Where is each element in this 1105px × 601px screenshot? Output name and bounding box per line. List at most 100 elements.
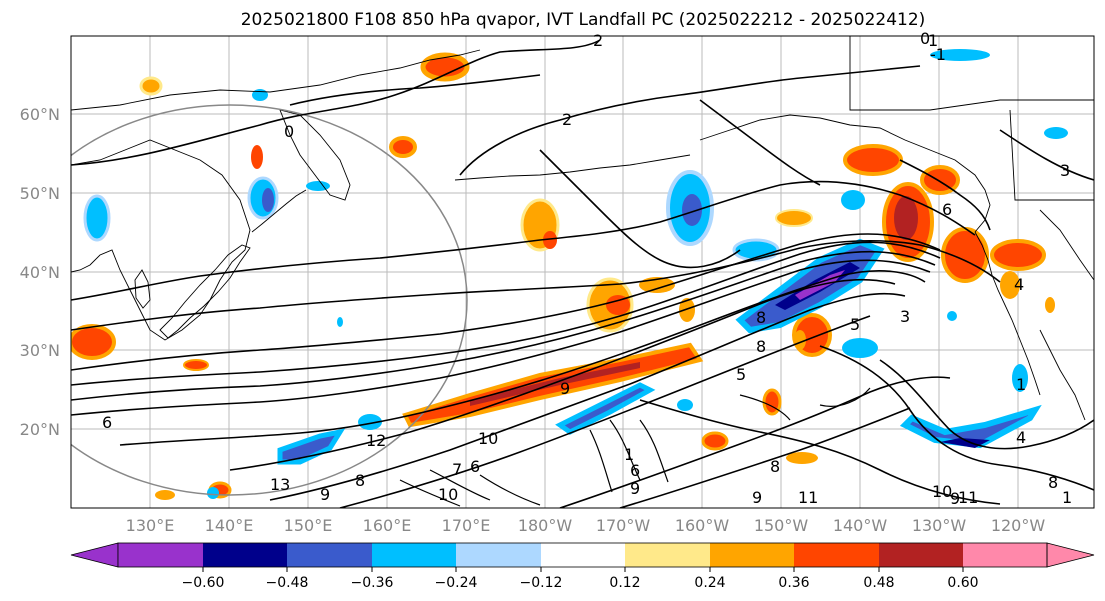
cool-anomaly xyxy=(1012,364,1028,392)
warm-anomaly xyxy=(679,298,695,322)
contour-label: 3 xyxy=(900,307,910,326)
lat-label: 60°N xyxy=(20,105,60,124)
warm-anomaly xyxy=(1045,297,1055,313)
lon-label: 160°E xyxy=(363,516,412,535)
warm-anomaly xyxy=(990,239,1046,271)
coastline-kamchatka xyxy=(279,109,351,201)
warm-anomaly xyxy=(894,196,918,240)
lon-label: 170°W xyxy=(596,516,651,535)
figure-title: 2025021800 F108 850 hPa qvapor, IVT Land… xyxy=(241,10,926,30)
map-panel: 0 1 2 2 3 4 6 6 8 8 9 10 10 12 13 9 8 1 … xyxy=(20,29,1095,535)
contour-label: 12 xyxy=(366,431,386,450)
colorbar-tick-label: 0.60 xyxy=(947,575,978,591)
cool-anomaly xyxy=(83,194,111,242)
lon-labels: 130°E 140°E 150°E 160°E 170°E 180°W 170°… xyxy=(126,516,1046,535)
warm-anomaly xyxy=(606,295,630,315)
colorbar-extend-left xyxy=(70,542,119,568)
lon-label: 170°E xyxy=(442,516,491,535)
contour-label: 1 xyxy=(928,31,938,50)
colorbar-tick-label: −0.24 xyxy=(435,575,478,591)
warm-anomaly xyxy=(701,431,729,451)
colorbar-frame xyxy=(117,542,1048,568)
contour-label: -1 xyxy=(930,45,946,64)
coastline-korea xyxy=(134,269,151,309)
contour-label: 9 xyxy=(560,379,570,398)
warm-anomaly xyxy=(71,324,116,360)
contour-label: 13 xyxy=(270,475,290,494)
cool-anomaly xyxy=(930,49,990,61)
contour-label: 9 xyxy=(752,488,762,507)
warm-anomaly xyxy=(420,52,470,82)
colorbar-bin xyxy=(118,543,203,567)
colorbar-tick-label: −0.36 xyxy=(351,575,394,591)
lon-label: 180°W xyxy=(518,516,573,535)
contour-label: 8 xyxy=(756,337,766,356)
cool-anomaly xyxy=(252,89,268,101)
contour-label: 8 xyxy=(355,471,365,490)
contour-label: 10 xyxy=(932,482,952,501)
cool-anomaly xyxy=(841,190,865,210)
cool-anomaly xyxy=(947,311,957,321)
coastline-siberia xyxy=(71,49,481,111)
lon-label: 150°W xyxy=(754,516,809,535)
contour-label: 0 xyxy=(284,122,294,141)
contour-label: 9 xyxy=(320,485,330,504)
colorbar: −0.60 −0.48 −0.36 −0.24 −0.12 0.12 0.24 … xyxy=(70,542,1095,591)
coastline-aleutians xyxy=(454,154,691,181)
lat-label: 30°N xyxy=(20,341,60,360)
contour-label: 6 xyxy=(630,461,640,480)
colorbar-tick-label: −0.60 xyxy=(182,575,225,591)
warm-anomaly xyxy=(389,136,417,158)
contour-label: 10 xyxy=(438,485,458,504)
coastlines xyxy=(71,36,1094,421)
map-frame xyxy=(70,35,1095,509)
warm-anomaly xyxy=(843,144,903,176)
contour-label: 4 xyxy=(1014,275,1024,294)
contour-label: 6 xyxy=(942,200,952,219)
warm-anomaly xyxy=(139,76,163,96)
lon-label: 120°W xyxy=(991,516,1046,535)
cool-anomaly xyxy=(1044,127,1068,139)
colorbar-bin xyxy=(625,543,710,567)
contour-label: 1 xyxy=(624,445,634,464)
lat-labels: 60°N 50°N 40°N 30°N 20°N xyxy=(20,105,60,439)
contour-label: 8 xyxy=(1048,473,1058,492)
contour-label: 7 xyxy=(452,460,462,479)
warm-anomaly xyxy=(1000,271,1020,299)
cool-band xyxy=(555,382,656,435)
colorbar-bin xyxy=(456,543,541,567)
lat-label: 50°N xyxy=(20,184,60,203)
contour-label: 3 xyxy=(1060,161,1070,180)
contour-label: 5 xyxy=(736,365,746,384)
coastline-kurils xyxy=(251,189,307,233)
lat-label: 20°N xyxy=(20,420,60,439)
contour-label: 6 xyxy=(102,413,112,432)
contour-label: 11 xyxy=(958,488,978,507)
colorbar-bin xyxy=(372,543,456,567)
contour-label: 1 xyxy=(1062,488,1072,507)
colorbar-tick-label: −0.12 xyxy=(520,575,563,591)
coastline-alaska xyxy=(699,114,991,233)
contour-label: 9 xyxy=(630,479,640,498)
lat-label: 40°N xyxy=(20,263,60,282)
cool-anomaly xyxy=(682,194,702,226)
lon-label: 130°E xyxy=(126,516,175,535)
contour-label: 4 xyxy=(1016,428,1026,447)
warm-band xyxy=(470,362,640,406)
warm-anomaly xyxy=(155,490,175,500)
coastline-na-border xyxy=(1009,109,1094,201)
colorbar-extend-right xyxy=(1046,542,1095,568)
contour-label: 0 xyxy=(920,29,930,48)
ivt-contours xyxy=(71,39,1094,508)
colorbar-tick-label: 0.48 xyxy=(863,575,894,591)
cool-anomaly xyxy=(262,188,274,212)
lon-label: 130°W xyxy=(912,516,967,535)
cool-anomaly xyxy=(677,399,693,411)
contour-label: 2 xyxy=(593,31,603,50)
coastline-na-inland xyxy=(849,36,1094,111)
lon-label: 140°E xyxy=(205,516,254,535)
colorbar-tick-label: 0.24 xyxy=(694,575,725,591)
coastline-baja xyxy=(1039,329,1086,421)
colorbar-bin xyxy=(541,543,625,567)
